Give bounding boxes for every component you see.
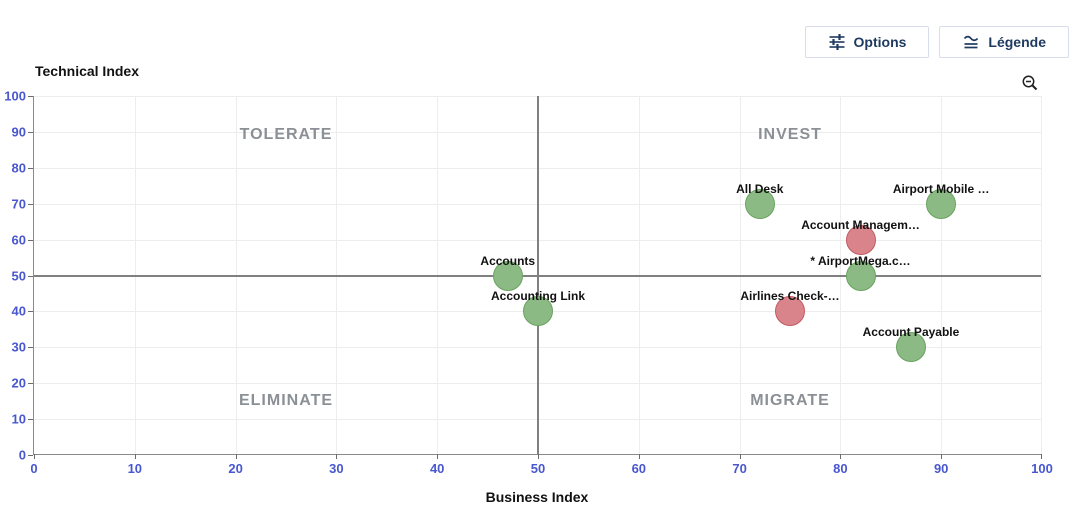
x-axis-tick [638,454,640,459]
x-axis-tick-label: 70 [732,461,747,476]
options-button[interactable]: Options [804,26,930,58]
y-axis-tick [28,455,33,456]
quadrant-label-invest: INVEST [758,126,822,144]
y-axis-tick [28,275,33,277]
x-axis-tick-label: 30 [329,461,344,476]
data-point-bubble[interactable] [845,224,876,255]
x-axis-tick [1041,454,1042,459]
data-point-label: All Desk [736,181,784,196]
y-axis-tick-label: 100 [4,88,26,104]
sliders-icon [828,33,846,51]
y-axis-tick [28,383,33,385]
x-axis-tick [34,454,35,459]
x-axis-tick-label: 100 [1031,461,1053,476]
y-axis-tick-label: 30 [11,339,26,355]
x-axis-tick [437,454,439,459]
y-axis-tick-label: 80 [11,160,26,176]
x-axis-tick [941,454,943,459]
quadrant-label-migrate: MIGRATE [750,392,830,410]
data-point-label: Accounting Link [491,289,585,304]
x-axis-title: Business Index [485,489,589,505]
x-axis-tick [840,454,842,459]
y-axis-tick [28,203,33,205]
quadrant-divider-horizontal [34,274,1041,277]
zoom-out-icon[interactable] [1021,74,1039,92]
data-point-bubble[interactable] [895,332,926,363]
quadrant-label-tolerate: TOLERATE [239,126,333,144]
y-axis-tick [28,419,33,421]
chart-toolbar: Options Légende [804,26,1069,58]
data-point-bubble[interactable] [492,260,523,291]
data-point-bubble[interactable] [926,188,957,219]
y-axis-tick [28,96,33,97]
y-axis-tick-label: 60 [11,232,26,248]
quadrant-label-eliminate: ELIMINATE [238,392,334,410]
x-axis-tick [336,454,338,459]
data-point-label: Account Managem… [801,217,920,232]
x-axis-tick [538,454,539,459]
y-axis-title: Technical Index [35,63,139,79]
data-point-bubble[interactable] [523,296,553,327]
data-point-label: Airport Mobile … [892,181,990,196]
options-button-label: Options [853,34,907,50]
y-axis-tick-label: 10 [11,411,26,427]
x-axis-tick-label: 0 [30,461,38,476]
data-point-label: * AirportMega.c… [810,253,911,268]
x-axis-tick-label: 60 [631,461,647,476]
legende-button-label: Légende [988,34,1046,50]
x-axis-tick-label: 90 [933,461,949,476]
legend-lines-icon [962,33,980,51]
x-axis-tick [739,454,741,459]
y-axis-tick [28,347,33,349]
data-point-label: Airlines Check-… [740,289,840,304]
legende-button[interactable]: Légende [939,26,1069,58]
y-axis-tick-label: 20 [11,375,26,391]
y-axis-tick-label: 50 [11,268,26,283]
data-point-label: Account Payable [862,325,960,340]
y-axis-tick-label: 90 [11,124,26,140]
x-axis-tick [134,454,136,459]
data-point-label: Accounts [480,253,536,268]
y-axis-tick-label: 40 [11,303,26,319]
x-axis-tick-label: 50 [530,461,546,476]
data-point-bubble[interactable] [775,296,805,327]
y-axis-tick-label: 70 [11,196,26,212]
plot-area: 0 10 20 30 40 50 60 70 80 90 100 0 10 20 30 40 50 60 70 80 9… [4,89,1053,477]
y-axis-tick [28,239,33,241]
x-axis-tick-label: 20 [228,461,243,476]
x-axis-tick [235,454,237,459]
gridline-vertical [1041,96,1042,454]
x-axis-tick-label: 10 [127,461,143,476]
x-axis-tick-label: 80 [833,461,848,476]
y-axis-tick [28,131,33,133]
y-axis-tick [28,167,33,169]
data-point-bubble[interactable] [845,260,876,291]
y-axis-tick [28,311,33,313]
data-point-bubble[interactable] [744,188,775,219]
x-axis-tick-label: 40 [429,461,445,476]
y-axis-tick-label: 0 [18,447,26,463]
